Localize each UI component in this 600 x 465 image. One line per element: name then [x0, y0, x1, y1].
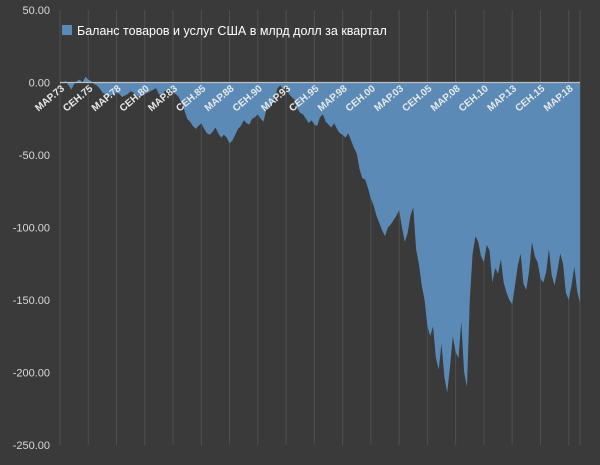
x-tick-label: СЕН.75 — [61, 83, 95, 114]
legend-label: Баланс товаров и услуг США в млрд долл з… — [77, 24, 387, 38]
y-tick-label: -150.00 — [13, 295, 50, 307]
legend-swatch — [62, 25, 72, 35]
y-tick-label: -100.00 — [13, 223, 50, 235]
y-tick-label: -200.00 — [13, 368, 50, 380]
y-axis-ticks: 50.00 0.00 -50.00 -100.00 -150.00 -200.00 -250… — [13, 5, 50, 452]
series-area-path — [60, 76, 580, 393]
y-tick-label: -250.00 — [13, 440, 50, 452]
y-tick-label: -50.00 — [19, 150, 50, 162]
y-tick-label: 0.00 — [29, 78, 50, 90]
y-tick-label: 50.00 — [22, 5, 50, 17]
legend: Баланс товаров и услуг США в млрд долл з… — [62, 24, 387, 38]
series-area — [60, 76, 580, 393]
